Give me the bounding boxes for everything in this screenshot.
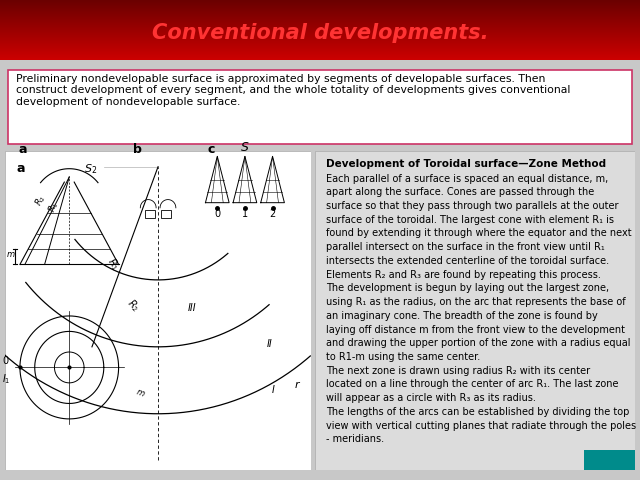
Text: The next zone is drawn using radius R₂ with its center: The next zone is drawn using radius R₂ w… — [326, 366, 590, 376]
Bar — [145, 210, 155, 218]
Text: The lengths of the arcs can be established by dividing the top: The lengths of the arcs can be establish… — [326, 407, 630, 417]
Text: laying off distance m from the front view to the development: laying off distance m from the front vie… — [326, 324, 625, 335]
FancyBboxPatch shape — [8, 70, 632, 144]
Text: Conventional developments.: Conventional developments. — [152, 23, 488, 43]
Text: found by extending it through where the equator and the next: found by extending it through where the … — [326, 228, 632, 239]
Text: Each parallel of a surface is spaced an equal distance, m,: Each parallel of a surface is spaced an … — [326, 174, 609, 183]
Text: Elements R₂ and R₃ are found by repeating this process.: Elements R₂ and R₃ are found by repeatin… — [326, 270, 601, 280]
Text: a: a — [17, 162, 26, 175]
Text: m: m — [136, 387, 146, 398]
Text: $R_2$: $R_2$ — [124, 296, 142, 314]
Text: intersects the extended centerline of the toroidal surface.: intersects the extended centerline of th… — [326, 256, 609, 266]
Text: II: II — [267, 339, 273, 349]
Text: b: b — [133, 143, 142, 156]
Text: 2: 2 — [269, 209, 276, 219]
Text: to R1-m using the same center.: to R1-m using the same center. — [326, 352, 481, 362]
Text: 1: 1 — [242, 209, 248, 219]
Text: will appear as a circle with R₃ as its radius.: will appear as a circle with R₃ as its r… — [326, 393, 536, 403]
Text: - meridians.: - meridians. — [326, 434, 384, 444]
Text: $I_1$: $I_1$ — [2, 372, 11, 385]
Text: apart along the surface. Cones are passed through the: apart along the surface. Cones are passe… — [326, 187, 595, 197]
Text: r: r — [294, 380, 299, 390]
Text: c: c — [207, 143, 215, 156]
Text: m: m — [7, 250, 15, 259]
Text: using R₁ as the radius, on the arc that represents the base of: using R₁ as the radius, on the arc that … — [326, 297, 626, 307]
Text: $R_1$: $R_1$ — [104, 255, 122, 274]
Text: The development is begun by laying out the largest zone,: The development is begun by laying out t… — [326, 283, 609, 293]
Text: and drawing the upper portion of the zone with a radius equal: and drawing the upper portion of the zon… — [326, 338, 630, 348]
Text: III: III — [188, 303, 196, 313]
Text: 0: 0 — [2, 356, 8, 366]
Text: surface of the toroidal. The largest cone with element R₁ is: surface of the toroidal. The largest con… — [326, 215, 614, 225]
Text: Development of Toroidal surface—Zone Method: Development of Toroidal surface—Zone Met… — [326, 159, 606, 169]
Text: Preliminary nondevelopable surface is approximated by segments of developable su: Preliminary nondevelopable surface is ap… — [17, 73, 571, 107]
Text: an imaginary cone. The breadth of the zone is found by: an imaginary cone. The breadth of the zo… — [326, 311, 598, 321]
Text: 0: 0 — [214, 209, 220, 219]
Text: $R_1$: $R_1$ — [47, 200, 62, 215]
Text: parallel intersect on the surface in the front view until R₁: parallel intersect on the surface in the… — [326, 242, 605, 252]
Text: I: I — [271, 385, 275, 395]
Text: S: S — [241, 141, 249, 154]
Text: $S_2$: $S_2$ — [84, 162, 97, 176]
Text: $R_2$: $R_2$ — [33, 193, 49, 208]
Text: view with vertical cutting planes that radiate through the poles: view with vertical cutting planes that r… — [326, 420, 636, 431]
Text: located on a line through the center of arc R₁. The last zone: located on a line through the center of … — [326, 379, 619, 389]
Text: a: a — [19, 143, 28, 156]
Text: surface so that they pass through two parallels at the outer: surface so that they pass through two pa… — [326, 201, 619, 211]
Bar — [584, 450, 635, 470]
Bar — [161, 210, 171, 218]
